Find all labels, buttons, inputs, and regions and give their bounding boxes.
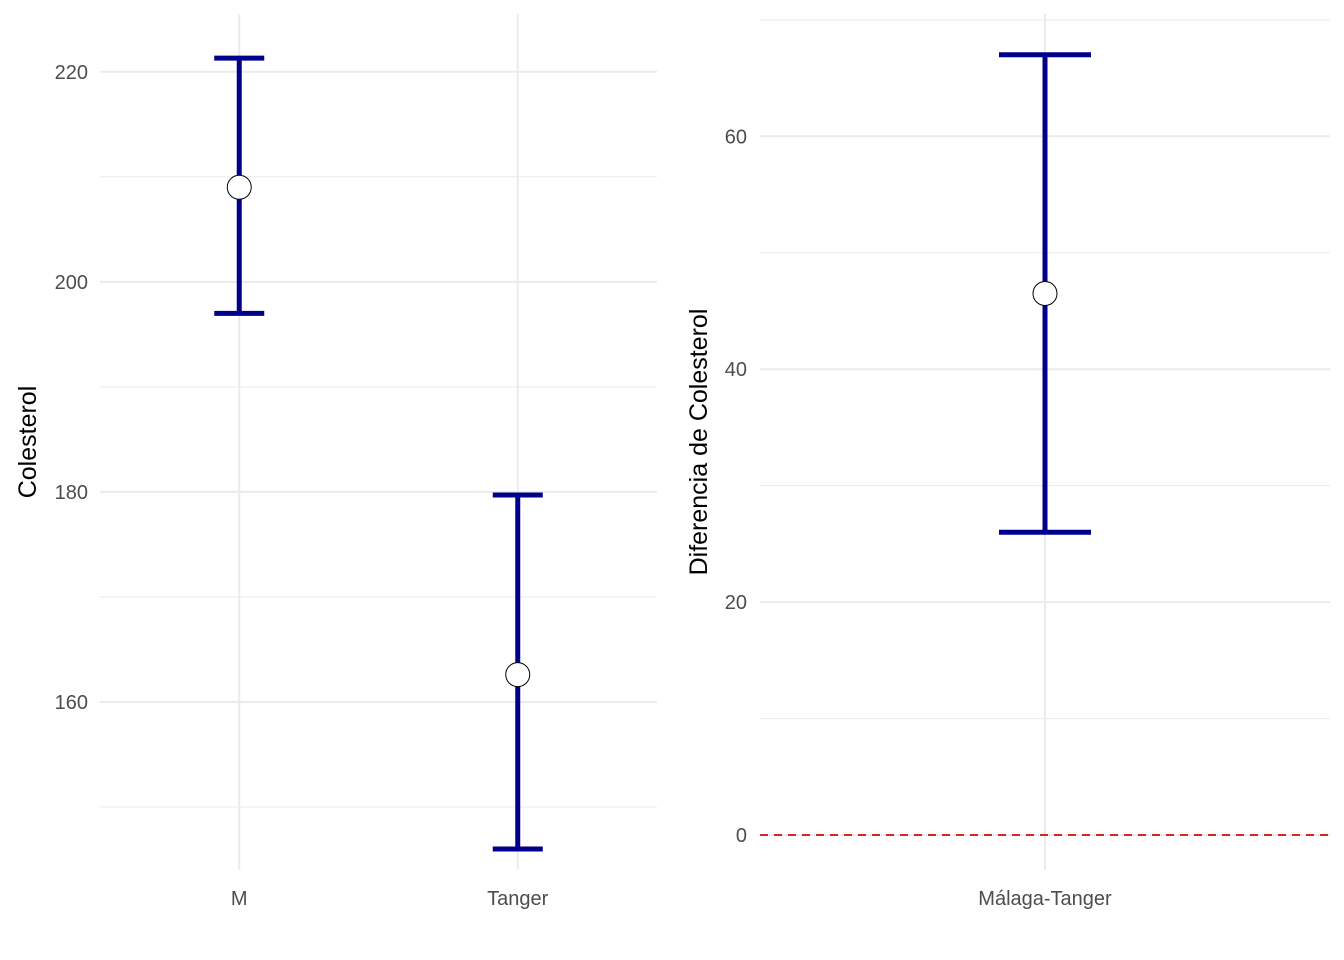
panel-right-diferencia: 0 20 40 60 Málaga-Tanger Diferencia de Colest… (685, 14, 1330, 910)
y-tick-label: 220 (55, 62, 88, 84)
y-tick-label: 160 (55, 692, 88, 714)
y-tick-label: 40 (725, 359, 747, 381)
y-axis-title: Colesterol (14, 386, 42, 499)
y-tick-label: 180 (55, 482, 88, 504)
estimate-point (1032, 281, 1058, 307)
x-tick-label: Málaga-Tanger (978, 888, 1112, 910)
estimate-point (226, 174, 252, 200)
y-axis-title: Diferencia de Colesterol (685, 309, 713, 576)
y-tick-label: 20 (725, 592, 747, 614)
x-tick-label: Tanger (487, 888, 548, 910)
estimate-point (505, 662, 531, 688)
panel-left-colesterol: 160 180 200 220 M Tanger Colesterol (14, 14, 657, 910)
y-tick-label: 200 (55, 272, 88, 294)
x-tick-label: M (231, 888, 248, 910)
y-tick-label: 60 (725, 126, 747, 148)
y-tick-label: 0 (736, 825, 747, 847)
